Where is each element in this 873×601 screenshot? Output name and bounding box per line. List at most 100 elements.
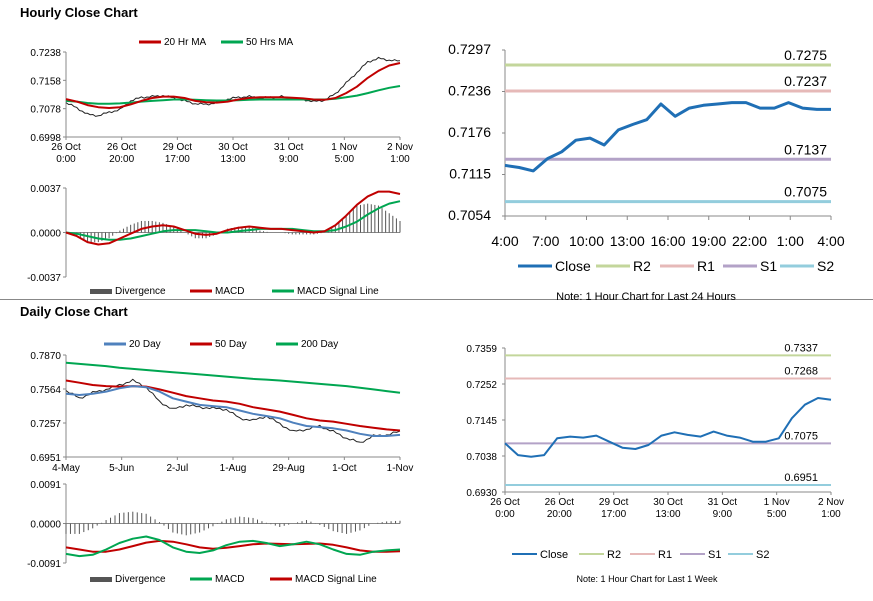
hourly-24h-x-label: 4:00 [817,233,844,249]
weekly-hourly-x-label: 17:00 [601,509,626,520]
hourly-price-x-label: 0:00 [56,154,76,165]
hourly-price-x-label: 9:00 [279,154,299,165]
legend-label-s1: S1 [760,258,777,274]
legend-label: 50 Hrs MA [246,37,294,48]
legend-label-r2: R2 [633,258,651,274]
hourly-24h-y-label: 0.7115 [449,166,491,182]
daily-macd-chart: 0.0091 0.0000 -0.0091 Divergence MACD MACD Si… [27,480,401,585]
legend-label: 20 Hr MA [164,37,207,48]
daily-20ma-series [65,385,401,437]
legend-label-close: Close [555,258,591,274]
hourly-24h-x-label: 16:00 [650,233,685,249]
hourly-24h-note: Note: 1 Hour Chart for Last 24 Hours [556,291,736,303]
hourly-macd-y-label: 0.0037 [30,184,61,195]
weekly-hourly-x-label: 5:00 [767,509,787,520]
hourly-macd-signal-series [65,200,401,241]
hourly-price-y-label: 0.7158 [30,76,61,87]
legend-label: Divergence [115,574,166,585]
level-label-r1: 0.7237 [784,73,827,89]
weekly-hourly-y-label: 0.7038 [466,452,497,463]
hourly-price-x-label: 13:00 [220,154,245,165]
hourly-price-y-label: 0.6998 [30,133,61,144]
legend-label: MACD [215,286,244,297]
hourly-price-x-label: 17:00 [165,154,190,165]
hourly-price-x-label: 1 Nov [331,142,357,153]
hourly-20ma-series [65,62,401,109]
weekly-legend-label-s1: S1 [708,549,721,561]
hourly-24h-x-label: 1:00 [777,233,804,249]
daily-close-series [65,378,401,443]
weekly-close-series [504,397,832,458]
legend-swatch-divergence [90,289,112,294]
weekly-hourly-y-label: 0.7359 [466,344,497,355]
daily-price-y-label: 0.7870 [30,351,61,362]
weekly-hourly-x-label: 1:00 [821,509,841,520]
weekly-hourly-x-label: 2 Nov [818,497,844,508]
daily-macd-signal-series [65,539,401,553]
daily-price-x-label: 1-Aug [220,463,247,474]
level-label-s1: 0.7137 [784,141,827,157]
weekly-legend-label-s2: S2 [756,549,769,561]
level-label-s2: 0.7075 [784,184,827,200]
hourly-24h-x-label: 10:00 [569,233,604,249]
hourly-price-x-label: 26 Oct [107,142,137,153]
hourly-24h-x-label: 7:00 [532,233,559,249]
legend-label: MACD Signal Line [297,286,379,297]
legend-label: 50 Day [215,339,247,350]
hourly-price-x-label: 2 Nov [387,142,413,153]
level-label-r2: 0.7275 [784,47,827,63]
hourly-macd-series [65,190,401,246]
hourly-price-x-label: 20:00 [109,154,134,165]
hourly-macd-y-label: -0.0037 [27,273,61,284]
daily-macd-y-label: -0.0091 [27,559,61,570]
weekly-level-label-s1: 0.7075 [784,430,818,442]
hourly-24h-y-label: 0.7236 [448,83,491,99]
daily-50ma-series [65,379,401,432]
hourly-24h-y-label: 0.7176 [448,124,491,140]
hourly-24h-y-label: 0.7297 [448,41,491,57]
daily-200ma-series [65,361,401,394]
weekly-hourly-x-label: 1 Nov [764,497,790,508]
weekly-hourly-x-label: 30 Oct [653,497,683,508]
weekly-hourly-y-label: 0.7145 [466,416,497,427]
daily-price-y-label: 0.7564 [30,385,61,396]
legend-label: MACD [215,574,244,585]
hourly-price-x-label: 30 Oct [218,142,248,153]
daily-price-x-label: 1-Nov [387,463,414,474]
daily-section-title: Daily Close Chart [20,304,128,319]
weekly-level-label-s2: 0.6951 [784,472,818,484]
daily-macd-y-label: 0.0091 [30,480,61,491]
hourly-24h-x-label: 22:00 [732,233,767,249]
hourly-close-series [65,56,401,117]
weekly-hourly-x-label: 9:00 [713,509,733,520]
hourly-price-x-label: 26 Oct [51,142,81,153]
weekly-hourly-x-label: 29 Oct [599,497,629,508]
weekly-hourly-y-label: 0.6930 [466,488,497,499]
hourly-24h-x-label: 4:00 [491,233,518,249]
weekly-legend-label-r1: R1 [658,549,672,561]
daily-price-x-label: 5-Jun [109,463,134,474]
daily-price-x-label: 1-Oct [332,463,357,474]
weekly-hourly-y-label: 0.7252 [466,380,497,391]
legend-label: 200 Day [301,339,338,350]
daily-macd-series [65,535,401,558]
legend-swatch-divergence [90,577,112,582]
weekly-hourly-x-label: 26 Oct [490,497,520,508]
weekly-hourly-x-label: 26 Oct [545,497,575,508]
legend-label: 20 Day [129,339,161,350]
hourly-price-y-label: 0.7238 [30,48,61,59]
weekly-legend-label-close: Close [540,549,568,561]
daily-macd-y-label: 0.0000 [30,520,61,531]
weekly-hourly-x-label: 0:00 [495,509,515,520]
hourly-macd-y-label: 0.0000 [30,229,61,240]
weekly-note: Note: 1 Hour Chart for Last 1 Week [577,574,718,584]
daily-price-y-label: 0.7257 [30,419,61,430]
hourly-24h-x-label: 13:00 [610,233,645,249]
hourly-24h-close-series [504,101,831,173]
weekly-legend-label-r2: R2 [607,549,621,561]
